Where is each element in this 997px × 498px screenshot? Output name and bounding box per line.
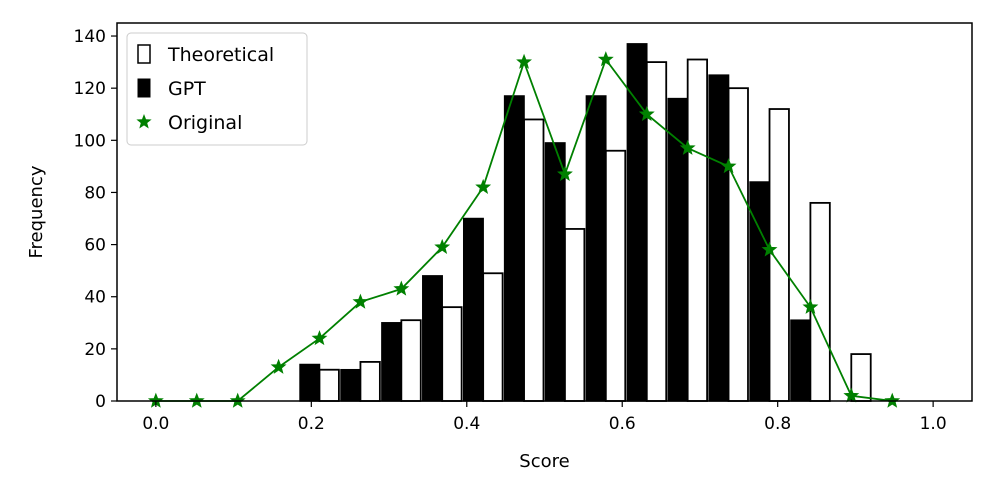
- x-axis-title: Score: [519, 451, 569, 472]
- theoretical-bar: [482, 272, 504, 402]
- gpt-bar: [503, 95, 525, 402]
- legend: Theoretical GPT Original: [126, 32, 308, 146]
- gpt-bar: [544, 142, 566, 402]
- y-tick-label: 120: [74, 79, 106, 99]
- y-tick-label: 60: [84, 236, 106, 256]
- y-axis-title: Frequency: [26, 165, 47, 258]
- theoretical-bar: [564, 228, 586, 402]
- plot-frame: [116, 22, 973, 402]
- gpt-bar: [585, 95, 607, 402]
- x-tick-label: 0.4: [453, 414, 480, 434]
- legend-label-theoretical: Theoretical: [167, 44, 274, 66]
- original-star-marker: [311, 330, 328, 346]
- bars-layer: [299, 43, 872, 402]
- gpt-bar: [667, 97, 689, 402]
- theoretical-bar: [604, 149, 627, 402]
- original-star-marker: [434, 238, 451, 254]
- x-tick-label: 0.8: [764, 414, 791, 434]
- gpt-bar: [422, 275, 443, 402]
- y-tick-label: 140: [74, 27, 106, 47]
- x-tick-label: 0.0: [142, 414, 169, 434]
- theoretical-bar: [400, 319, 422, 402]
- theoretical-bar: [359, 360, 381, 402]
- gpt-bar: [790, 319, 812, 402]
- legend-box: [126, 32, 308, 146]
- y-tick-label: 100: [74, 131, 106, 151]
- theoretical-bar: [809, 201, 831, 402]
- y-tick-label: 20: [84, 340, 106, 360]
- legend-label-original: Original: [168, 112, 242, 134]
- y-tick-label: 40: [84, 288, 106, 308]
- original-star-marker: [475, 178, 492, 194]
- original-star-marker: [761, 241, 778, 257]
- legend-label-gpt: GPT: [168, 78, 206, 100]
- theoretical-bar: [318, 368, 340, 402]
- original-star-marker: [557, 165, 573, 181]
- original-star-marker: [802, 298, 819, 314]
- theoretical-bar: [523, 118, 545, 402]
- legend-swatch-gpt: [137, 78, 151, 98]
- gpt-bar: [708, 74, 730, 402]
- original-star-marker: [270, 358, 287, 374]
- theoretical-bar: [727, 87, 749, 402]
- theoretical-bar: [686, 58, 708, 402]
- original-star-marker: [720, 158, 737, 174]
- gpt-bar: [340, 368, 362, 402]
- gpt-bar: [626, 43, 648, 402]
- original-star-marker: [843, 387, 860, 403]
- x-tick-label: 0.2: [298, 414, 325, 434]
- original-star-marker: [679, 139, 696, 155]
- legend-swatch-original-star-icon: [136, 114, 152, 129]
- legend-swatch-theoretical: [137, 44, 151, 64]
- y-tick-label: 80: [84, 183, 106, 203]
- gpt-bar: [462, 217, 484, 402]
- y-tick-label: 0: [95, 392, 106, 412]
- y-axis: 0 20 40 60 80 100 120 140: [74, 27, 117, 412]
- original-star-marker: [638, 105, 655, 121]
- original-star-marker: [393, 280, 410, 296]
- original-star-marker: [597, 51, 614, 67]
- original-star-marker: [352, 293, 369, 309]
- x-tick-label: 0.6: [609, 414, 636, 434]
- x-axis: 0.0 0.2 0.4 0.6 0.8 1.0: [142, 401, 947, 434]
- gpt-bar: [299, 363, 321, 402]
- x-tick-label: 1.0: [920, 414, 947, 434]
- theoretical-bar: [441, 306, 463, 402]
- original-star-marker: [516, 53, 532, 69]
- gpt-bar: [381, 322, 403, 402]
